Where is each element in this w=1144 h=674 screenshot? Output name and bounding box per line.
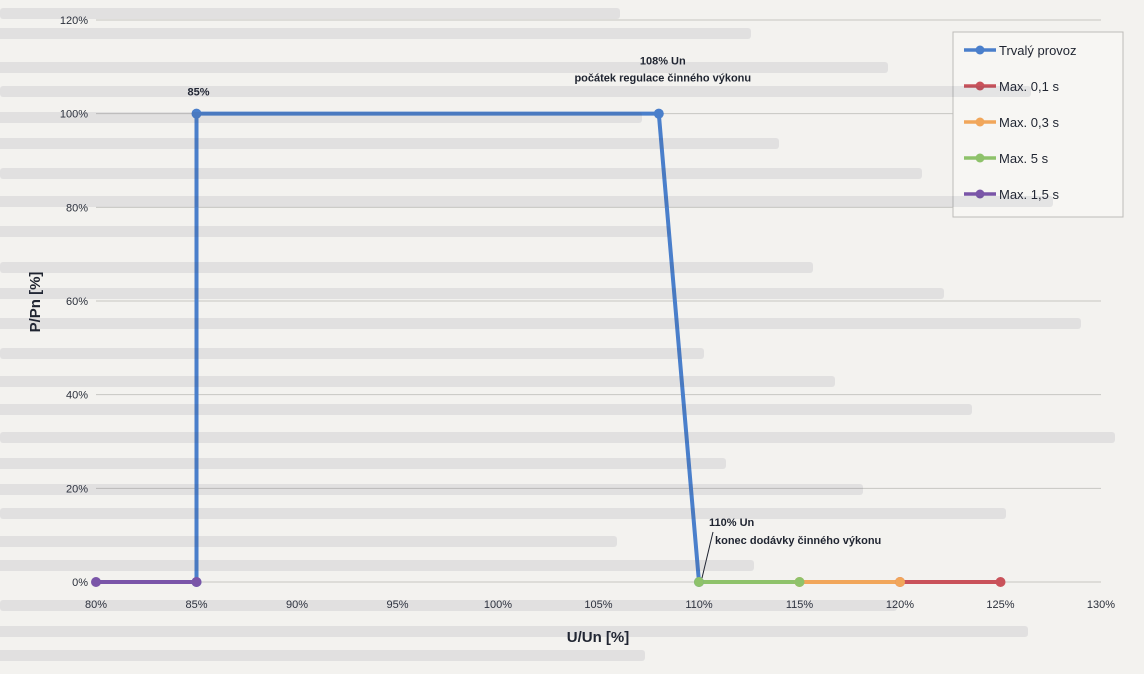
x-tick-label: 125% (986, 599, 1014, 611)
x-tick-label: 110% (685, 599, 713, 611)
data-point (191, 108, 202, 119)
legend-item: Trvalý provoz (964, 43, 1077, 58)
annotation-text: 110% Un (709, 517, 755, 529)
y-tick-label: 0% (72, 577, 88, 589)
x-axis-label: U/Un [%] (567, 629, 630, 646)
data-point (653, 108, 664, 119)
x-tick-label: 120% (886, 599, 914, 611)
tick-labels: 0% 20% 40% 60% 80% 100% 120% 80% 85% 90% 95% 100% 10… (60, 15, 1115, 611)
annotation-text: konec dodávky činného výkonu (715, 535, 881, 547)
data-point (191, 577, 202, 587)
data-point (91, 577, 101, 587)
y-tick-label: 80% (66, 202, 88, 214)
legend-swatch-marker (975, 81, 985, 91)
legend-item: Max. 0,1 s (964, 79, 1059, 94)
x-tick-label: 90% (286, 599, 308, 611)
annotation-leader (701, 531, 714, 579)
annotation-text: 108% Un (640, 56, 686, 68)
x-tick-label: 80% (85, 599, 107, 611)
series-lines (91, 108, 1006, 587)
legend-item: Max. 0,3 s (964, 115, 1059, 130)
legend-label: Max. 0,1 s (999, 79, 1059, 94)
legend-label: Max. 1,5 s (999, 187, 1059, 202)
x-tick-label: 115% (786, 599, 814, 611)
y-tick-label: 120% (60, 15, 88, 27)
x-tick-label: 130% (1087, 599, 1115, 611)
y-tick-label: 20% (66, 483, 88, 495)
legend-item: Max. 5 s (964, 151, 1049, 166)
annotation-text: počátek regulace činného výkonu (574, 73, 751, 85)
x-tick-label: 95% (386, 599, 408, 611)
y-axis-label: P/Pn [%] (27, 272, 44, 333)
x-tick-label: 105% (584, 599, 612, 611)
series-line (194, 111, 701, 583)
legend-item: Max. 1,5 s (964, 187, 1059, 202)
legend: Trvalý provoz Max. 0,1 s Max. 0,3 s Max. 5 … (952, 31, 1124, 218)
legend-swatch-marker (975, 117, 985, 127)
x-tick-label: 85% (185, 599, 207, 611)
legend-swatch-marker (975, 45, 985, 55)
annotation-a85: 85% (187, 87, 209, 99)
annotations: 85% 108% Un počátek regulace činného výkon… (187, 56, 881, 579)
x-tick-label: 100% (484, 599, 512, 611)
annotation-a108: 108% Un počátek regulace činného výkonu (574, 56, 751, 85)
legend-label: Max. 5 s (999, 151, 1049, 166)
data-point (995, 577, 1006, 587)
y-tick-label: 40% (66, 390, 88, 402)
data-point (895, 577, 905, 587)
data-point (694, 577, 704, 587)
legend-swatch-marker (975, 153, 985, 163)
legend-label: Trvalý provoz (999, 43, 1077, 58)
grid (96, 19, 1101, 583)
legend-swatch-marker (975, 189, 985, 199)
data-point (794, 577, 805, 587)
annotation-a110: 110% Un konec dodávky činného výkonu (701, 517, 881, 579)
legend-label: Max. 0,3 s (999, 115, 1059, 130)
y-tick-label: 60% (66, 296, 88, 308)
annotation-text: 85% (187, 87, 209, 99)
y-tick-label: 100% (60, 109, 88, 121)
